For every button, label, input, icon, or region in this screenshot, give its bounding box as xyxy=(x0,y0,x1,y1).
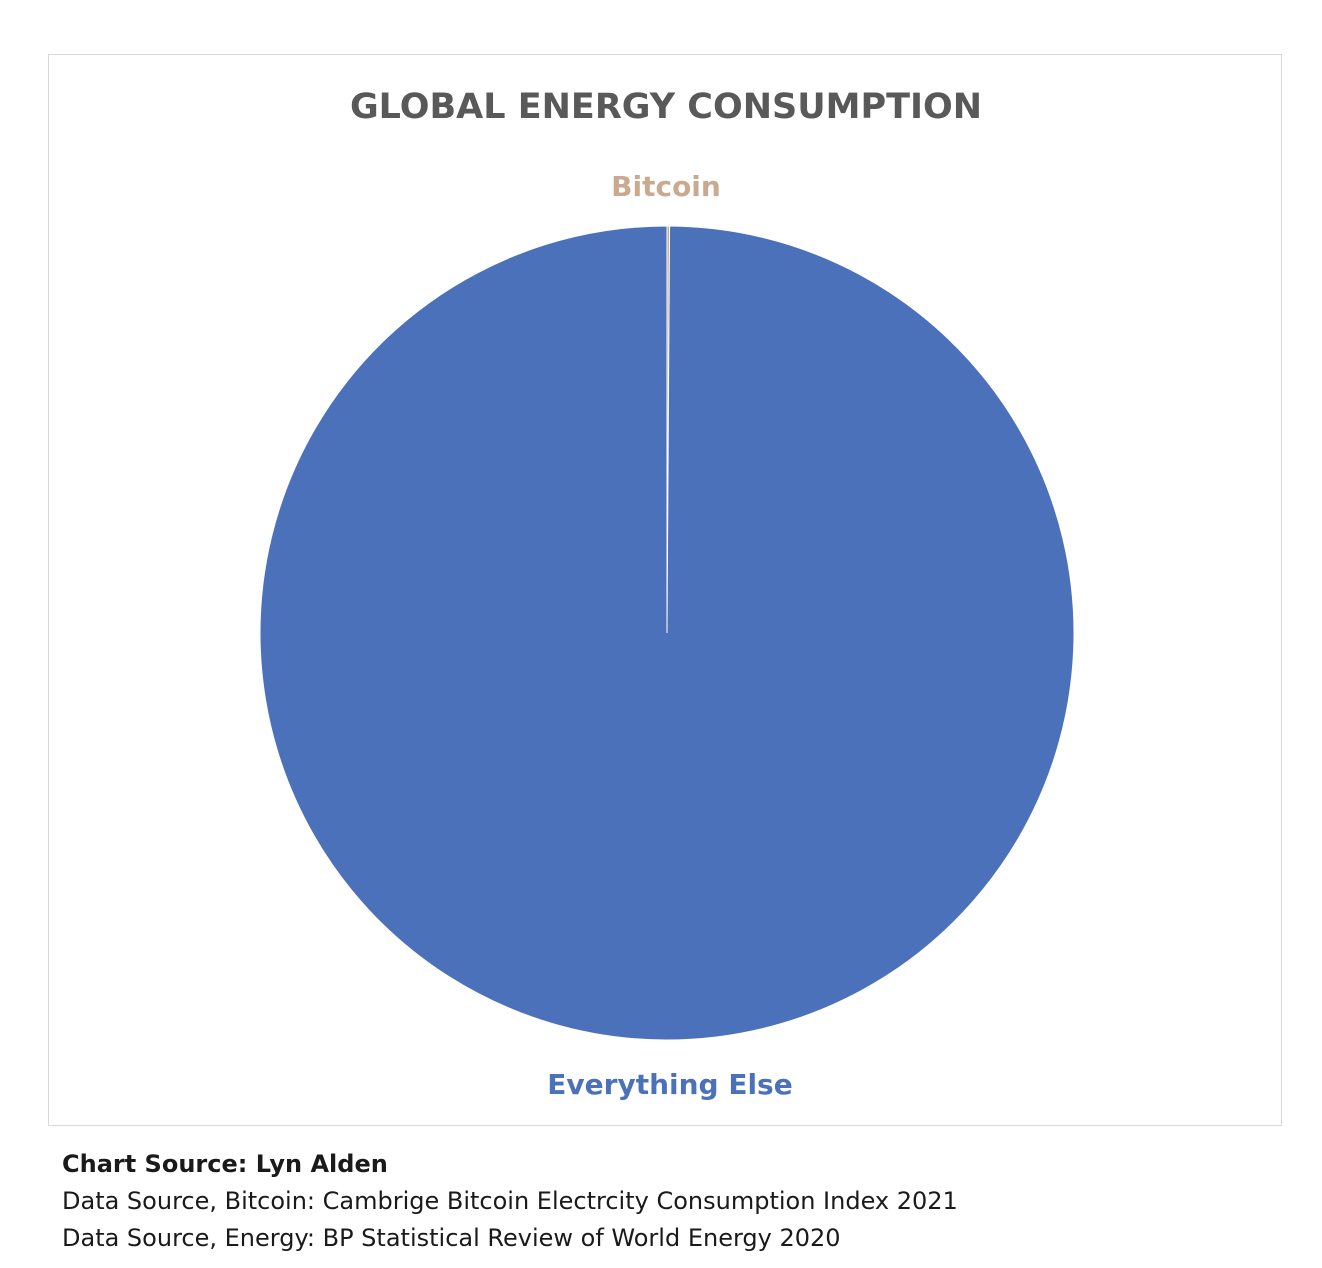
bitcoin-data-source-line: Data Source, Bitcoin: Cambrige Bitcoin E… xyxy=(62,1187,958,1215)
chart-title: GLOBAL ENERGY CONSUMPTION xyxy=(350,87,982,127)
pie-slices xyxy=(259,225,1075,1041)
energy-data-source-line: Data Source, Energy: BP Statistical Revi… xyxy=(62,1224,841,1252)
pie-labels: Bitcoin Everything Else xyxy=(547,170,792,1101)
chart-source-line: Chart Source: Lyn Alden xyxy=(62,1150,388,1178)
pie-chart: GLOBAL ENERGY CONSUMPTION Bitcoin Everyth… xyxy=(259,87,1075,1101)
source-block: Chart Source: Lyn Alden Data Source, Bit… xyxy=(62,1146,958,1257)
slice-label-everything-else: Everything Else xyxy=(547,1068,792,1101)
chart-frame: GLOBAL ENERGY CONSUMPTION Bitcoin Everyth… xyxy=(48,54,1282,1126)
slice-label-bitcoin: Bitcoin xyxy=(611,170,721,203)
pie-slice-everything-else xyxy=(259,225,1075,1041)
